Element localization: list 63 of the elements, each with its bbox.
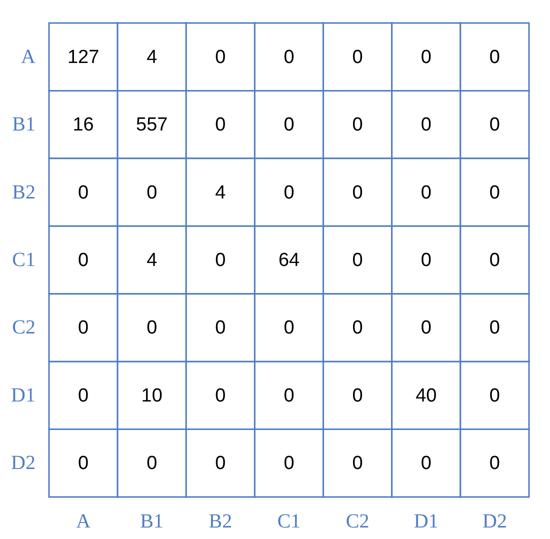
data-label: 0 — [420, 46, 432, 68]
y-tick-label: C1 — [12, 249, 36, 271]
data-label: 16 — [72, 114, 94, 136]
data-label: 0 — [352, 385, 363, 406]
data-label: 0 — [284, 385, 294, 406]
data-label: 127 — [67, 46, 100, 68]
data-label: 0 — [284, 453, 294, 474]
data-label: 0 — [284, 182, 294, 204]
data-label: 0 — [420, 250, 432, 271]
data-label: 0 — [352, 182, 363, 204]
data-label: 0 — [352, 318, 363, 339]
data-label: 0 — [284, 318, 294, 339]
data-label: 0 — [489, 250, 500, 271]
data-label: 10 — [141, 385, 162, 406]
data-label: 0 — [489, 46, 500, 68]
data-label: 4 — [215, 182, 226, 204]
data-label: 0 — [78, 182, 89, 204]
data-label: 0 — [215, 114, 226, 136]
data-label: 0 — [146, 182, 158, 204]
data-label: 0 — [420, 453, 432, 474]
x-tick-label: B2 — [208, 510, 232, 532]
y-tick-label: C2 — [12, 316, 36, 339]
data-label: 0 — [420, 182, 432, 204]
data-label: 0 — [489, 182, 500, 204]
data-label: 0 — [284, 114, 294, 136]
data-label: 0 — [78, 385, 89, 406]
data-label: 4 — [146, 46, 158, 68]
data-label: 4 — [146, 250, 158, 271]
data-label: 0 — [146, 453, 158, 474]
data-label: 0 — [352, 46, 363, 68]
data-label: 0 — [78, 318, 89, 339]
x-tick-label: A — [76, 510, 92, 532]
data-label: 0 — [215, 318, 226, 339]
y-tick-label: D2 — [11, 452, 36, 474]
data-label: 40 — [416, 385, 437, 406]
data-label: 0 — [489, 453, 500, 474]
data-label: 0 — [215, 453, 226, 474]
data-label: 0 — [146, 318, 158, 339]
data-label: 0 — [489, 385, 500, 406]
data-label: 0 — [215, 385, 226, 406]
data-label: 0 — [215, 250, 226, 271]
data-label: 0 — [489, 318, 500, 339]
data-label: 0 — [352, 453, 363, 474]
y-tick-label: B2 — [12, 181, 36, 204]
x-tick-label: C1 — [277, 510, 301, 532]
data-label: 64 — [278, 250, 300, 271]
data-label: 0 — [352, 114, 363, 136]
data-label: 0 — [284, 46, 294, 68]
data-label: 0 — [215, 46, 226, 68]
data-label: 0 — [78, 250, 89, 271]
x-tick-label: D2 — [482, 510, 507, 532]
x-tick-label: D1 — [414, 510, 438, 532]
y-tick-label: D1 — [11, 384, 36, 406]
x-tick-label: C2 — [346, 510, 370, 532]
data-label: 0 — [420, 318, 432, 339]
data-label: 557 — [136, 114, 168, 136]
y-tick-label: A — [21, 46, 36, 68]
data-label: 0 — [420, 114, 432, 136]
data-label: 0 — [352, 250, 363, 271]
data-label: 0 — [78, 453, 89, 474]
data-label: 0 — [489, 114, 500, 136]
x-tick-label: B1 — [140, 510, 164, 532]
y-tick-label: B1 — [12, 114, 36, 136]
